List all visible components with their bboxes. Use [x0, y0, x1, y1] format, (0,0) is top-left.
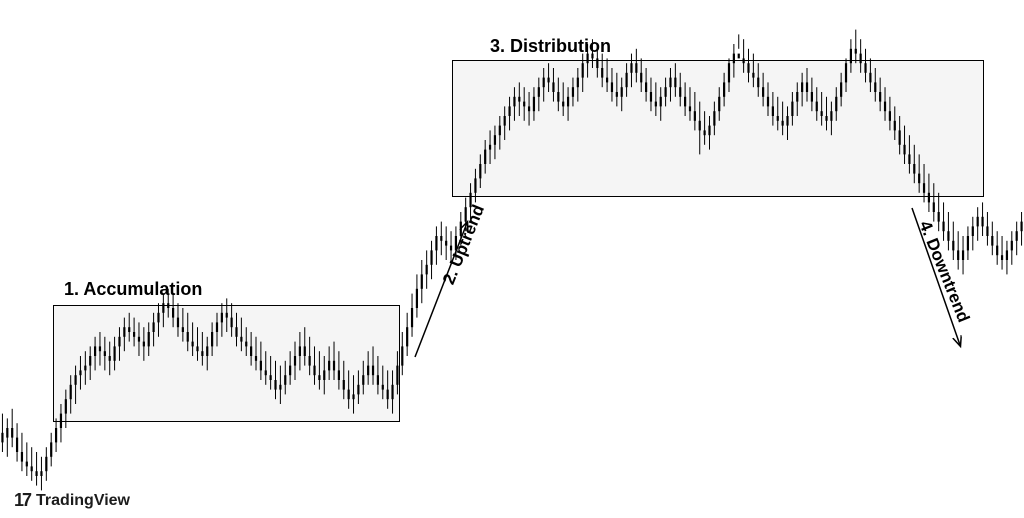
tradingview-watermark: 17 TradingView — [14, 490, 130, 511]
accumulation-label: 1. Accumulation — [64, 279, 202, 300]
accumulation-phase-box — [53, 305, 400, 422]
distribution-phase-box — [452, 60, 984, 197]
chart-stage: 1. Accumulation 2. Uptrend 3. Distributi… — [0, 0, 1024, 518]
tradingview-text: TradingView — [36, 492, 130, 510]
distribution-label: 3. Distribution — [490, 36, 611, 57]
tradingview-logo-icon: 17 — [14, 490, 30, 511]
